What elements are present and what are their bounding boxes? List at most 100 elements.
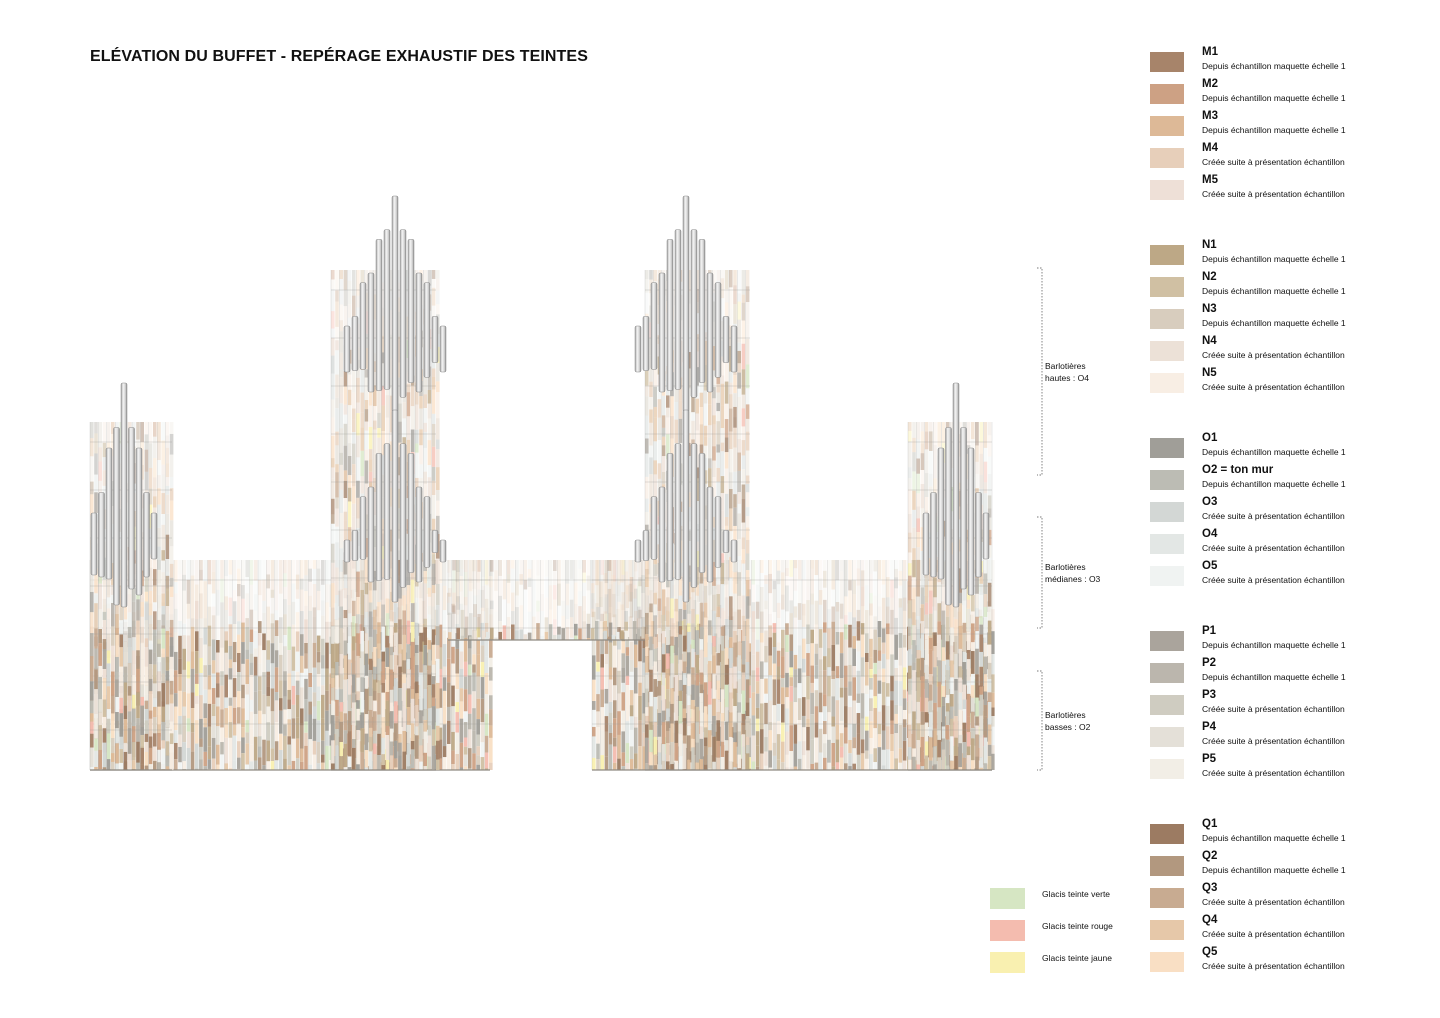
swatch-code: Q2	[1202, 850, 1218, 862]
swatch-color	[1150, 52, 1184, 72]
swatch-color	[1150, 727, 1184, 747]
swatch-code: N4	[1202, 335, 1217, 347]
swatch-item-o1: O1 Depuis échantillon maquette échelle 1	[1150, 432, 1430, 468]
swatch-color	[1150, 920, 1184, 940]
swatch-color	[1150, 84, 1184, 104]
glaze-swatch	[990, 920, 1025, 941]
swatch-description: Depuis échantillon maquette échelle 1	[1202, 865, 1346, 875]
swatch-description: Depuis échantillon maquette échelle 1	[1202, 254, 1346, 264]
page-title: ELÉVATION DU BUFFET - REPÉRAGE EXHAUSTIF…	[90, 48, 588, 65]
swatch-code: O3	[1202, 496, 1218, 508]
swatch-description: Depuis échantillon maquette échelle 1	[1202, 125, 1346, 135]
glaze-swatch	[990, 888, 1025, 909]
swatch-description: Créée suite à présentation échantillon	[1202, 382, 1345, 392]
swatch-item-p4: P4 Créée suite à présentation échantillon	[1150, 721, 1430, 757]
swatch-description: Depuis échantillon maquette échelle 1	[1202, 479, 1346, 489]
swatch-description: Créée suite à présentation échantillon	[1202, 961, 1345, 971]
swatch-item-n2: N2 Depuis échantillon maquette échelle 1	[1150, 271, 1430, 307]
swatch-code: P3	[1202, 689, 1217, 701]
swatch-code: M5	[1202, 174, 1218, 186]
swatch-code: Q3	[1202, 882, 1218, 894]
zone-label-middle: Barlotières médianes : O3	[1045, 562, 1101, 584]
swatch-description: Depuis échantillon maquette échelle 1	[1202, 833, 1346, 843]
swatch-color	[1150, 759, 1184, 779]
swatch-description: Créée suite à présentation échantillon	[1202, 511, 1345, 521]
swatch-color	[1150, 856, 1184, 876]
swatch-code: Q1	[1202, 818, 1218, 830]
swatch-item-m4: M4 Créée suite à présentation échantillon	[1150, 142, 1430, 178]
swatch-item-m5: M5 Créée suite à présentation échantillon	[1150, 174, 1430, 210]
swatch-description: Depuis échantillon maquette échelle 1	[1202, 93, 1346, 103]
swatch-description: Créée suite à présentation échantillon	[1202, 929, 1345, 939]
swatch-color	[1150, 180, 1184, 200]
swatch-code: N1	[1202, 239, 1217, 251]
swatch-color	[1150, 502, 1184, 522]
swatch-code: O5	[1202, 560, 1218, 572]
swatch-color	[1150, 566, 1184, 586]
swatch-item-n1: N1 Depuis échantillon maquette échelle 1	[1150, 239, 1430, 275]
swatch-item-m2: M2 Depuis échantillon maquette échelle 1	[1150, 78, 1430, 114]
swatch-code: O1	[1202, 432, 1218, 444]
swatch-color	[1150, 245, 1184, 265]
swatch-description: Depuis échantillon maquette échelle 1	[1202, 318, 1346, 328]
swatch-item-o3: O3 Créée suite à présentation échantillon	[1150, 496, 1430, 532]
swatch-description: Créée suite à présentation échantillon	[1202, 350, 1345, 360]
swatch-code: P1	[1202, 625, 1217, 637]
swatch-description: Depuis échantillon maquette échelle 1	[1202, 61, 1346, 71]
swatch-item-q4: Q4 Créée suite à présentation échantillon	[1150, 914, 1430, 950]
swatch-description: Créée suite à présentation échantillon	[1202, 543, 1345, 553]
swatch-item-p2: P2 Depuis échantillon maquette échelle 1	[1150, 657, 1430, 693]
zone-label-high: Barlotières hautes : O4	[1045, 361, 1089, 383]
swatch-color	[1150, 695, 1184, 715]
swatch-code: Q4	[1202, 914, 1218, 926]
swatch-code: M3	[1202, 110, 1218, 122]
swatch-description: Créée suite à présentation échantillon	[1202, 575, 1345, 585]
swatch-code: M2	[1202, 78, 1218, 90]
glaze-label: Glacis teinte verte	[1042, 889, 1111, 899]
swatch-item-q1: Q1 Depuis échantillon maquette échelle 1	[1150, 818, 1430, 854]
glaze-swatch	[990, 952, 1025, 973]
swatch-color	[1150, 888, 1184, 908]
swatch-code: N2	[1202, 271, 1217, 283]
swatch-code: P2	[1202, 657, 1217, 669]
swatch-color	[1150, 952, 1184, 972]
zone-brackets	[1037, 267, 1043, 771]
swatch-description: Depuis échantillon maquette échelle 1	[1202, 640, 1346, 650]
swatch-item-p3: P3 Créée suite à présentation échantillon	[1150, 689, 1430, 725]
swatch-item-p1: P1 Depuis échantillon maquette échelle 1	[1150, 625, 1430, 661]
glaze-item-yellow: Glacis teinte jaune	[990, 952, 1140, 976]
swatch-item-q3: Q3 Créée suite à présentation échantillon	[1150, 882, 1430, 918]
swatch-description: Créée suite à présentation échantillon	[1202, 768, 1345, 778]
swatch-description: Créée suite à présentation échantillon	[1202, 897, 1345, 907]
swatch-item-o2: O2 = ton mur Depuis échantillon maquette …	[1150, 464, 1430, 500]
swatch-code: Q5	[1202, 946, 1218, 958]
zone-label-low: Barlotières basses : O2	[1045, 710, 1091, 732]
swatch-description: Depuis échantillon maquette échelle 1	[1202, 672, 1346, 682]
swatch-code: P4	[1202, 721, 1217, 733]
glaze-label: Glacis teinte rouge	[1042, 921, 1113, 931]
swatch-description: Depuis échantillon maquette échelle 1	[1202, 447, 1346, 457]
swatch-color	[1150, 534, 1184, 554]
swatch-color	[1150, 373, 1184, 393]
swatch-item-n4: N4 Créée suite à présentation échantillon	[1150, 335, 1430, 371]
swatch-code: M1	[1202, 46, 1218, 58]
swatch-color	[1150, 470, 1184, 490]
swatch-color	[1150, 309, 1184, 329]
swatch-color	[1150, 824, 1184, 844]
swatch-description: Créée suite à présentation échantillon	[1202, 704, 1345, 714]
swatch-color	[1150, 116, 1184, 136]
swatch-color	[1150, 148, 1184, 168]
glaze-item-red: Glacis teinte rouge	[990, 920, 1140, 944]
swatch-color	[1150, 277, 1184, 297]
swatch-description: Créée suite à présentation échantillon	[1202, 189, 1345, 199]
tint-mosaic	[89, 270, 995, 771]
swatch-color	[1150, 341, 1184, 361]
swatch-color	[1150, 663, 1184, 683]
organ-pipes	[90, 195, 990, 608]
swatch-item-n5: N5 Créée suite à présentation échantillon	[1150, 367, 1430, 403]
swatch-code: P5	[1202, 753, 1217, 765]
swatch-code: O2 = ton mur	[1202, 464, 1274, 476]
swatch-item-m3: M3 Depuis échantillon maquette échelle 1	[1150, 110, 1430, 146]
swatch-item-o5: O5 Créée suite à présentation échantillon	[1150, 560, 1430, 596]
